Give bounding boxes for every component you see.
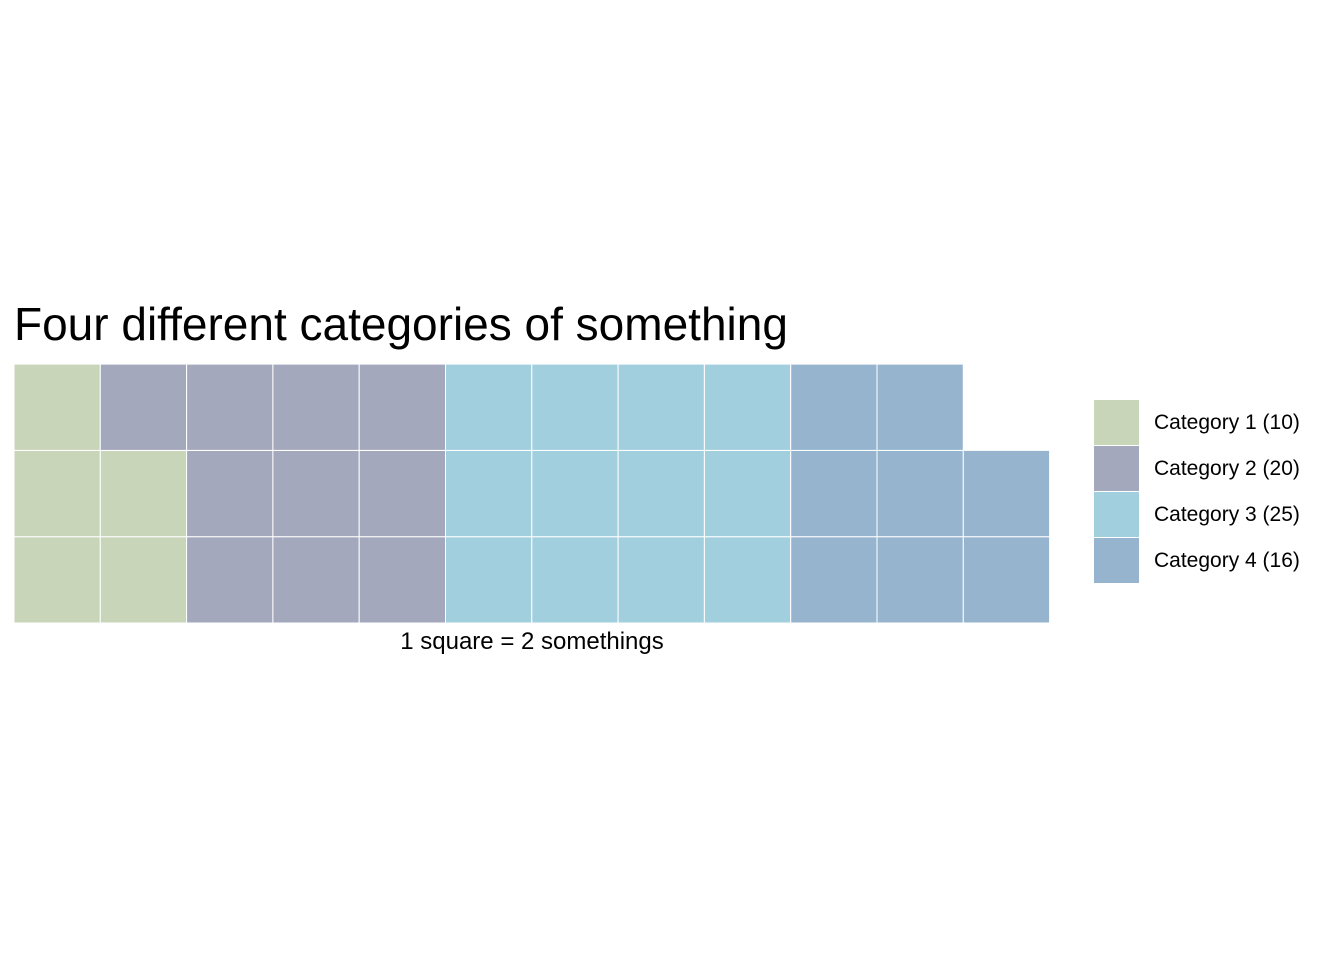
waffle-square-category-3 <box>703 536 792 624</box>
waffle-square-category-3 <box>703 449 792 538</box>
waffle-square-category-4 <box>790 536 878 624</box>
waffle-square-category-4 <box>790 363 878 451</box>
waffle-square-category-2 <box>358 363 447 451</box>
legend-item-category-2: Category 2 (20) <box>1094 446 1334 492</box>
waffle-square-category-4 <box>962 536 1051 624</box>
legend-label: Category 1 (10) <box>1154 411 1300 434</box>
waffle-square-category-1 <box>13 449 101 538</box>
waffle-square-category-4 <box>876 449 964 538</box>
waffle-square-category-3 <box>445 363 533 451</box>
waffle-square-category-3 <box>617 536 705 624</box>
waffle-square-category-3 <box>617 363 705 451</box>
waffle-square-category-3 <box>445 536 533 624</box>
legend-swatch <box>1094 538 1139 583</box>
legend-item-category-3: Category 3 (25) <box>1094 492 1334 538</box>
waffle-square-category-2 <box>272 449 360 538</box>
waffle-square-category-3 <box>703 363 792 451</box>
legend-item-category-4: Category 4 (16) <box>1094 538 1334 584</box>
waffle-square-category-4 <box>876 363 964 451</box>
waffle-square-category-2 <box>358 536 447 624</box>
waffle-square-category-2 <box>272 363 360 451</box>
legend-swatch <box>1094 400 1139 445</box>
waffle-square-category-3 <box>531 449 619 538</box>
waffle-square-category-3 <box>617 449 705 538</box>
waffle-square-category-3 <box>445 449 533 538</box>
waffle-square-category-4 <box>790 449 878 538</box>
waffle-square-category-2 <box>186 363 274 451</box>
waffle-square-category-1 <box>99 449 188 538</box>
legend-item-category-1: Category 1 (10) <box>1094 400 1334 446</box>
chart-title: Four different categories of something <box>14 298 788 350</box>
waffle-square-category-2 <box>272 536 360 624</box>
waffle-square-category-2 <box>186 449 274 538</box>
waffle-square-category-2 <box>358 449 447 538</box>
legend-swatch <box>1094 492 1139 537</box>
waffle-square-category-3 <box>531 363 619 451</box>
legend-swatch <box>1094 446 1139 491</box>
legend-label: Category 4 (16) <box>1154 549 1300 572</box>
waffle-square-category-1 <box>99 536 188 624</box>
legend: Category 1 (10) Category 2 (20) Category 3… <box>1094 400 1334 584</box>
waffle-square-category-3 <box>531 536 619 624</box>
legend-label: Category 3 (25) <box>1154 503 1300 526</box>
waffle-square-category-2 <box>99 363 188 451</box>
waffle-square-category-2 <box>186 536 274 624</box>
chart-caption: 1 square = 2 somethings <box>400 628 664 655</box>
waffle-square-category-4 <box>962 449 1051 538</box>
waffle-square-category-1 <box>13 363 101 451</box>
legend-label: Category 2 (20) <box>1154 457 1300 480</box>
waffle-square-category-4 <box>876 536 964 624</box>
waffle-square-category-1 <box>13 536 101 624</box>
